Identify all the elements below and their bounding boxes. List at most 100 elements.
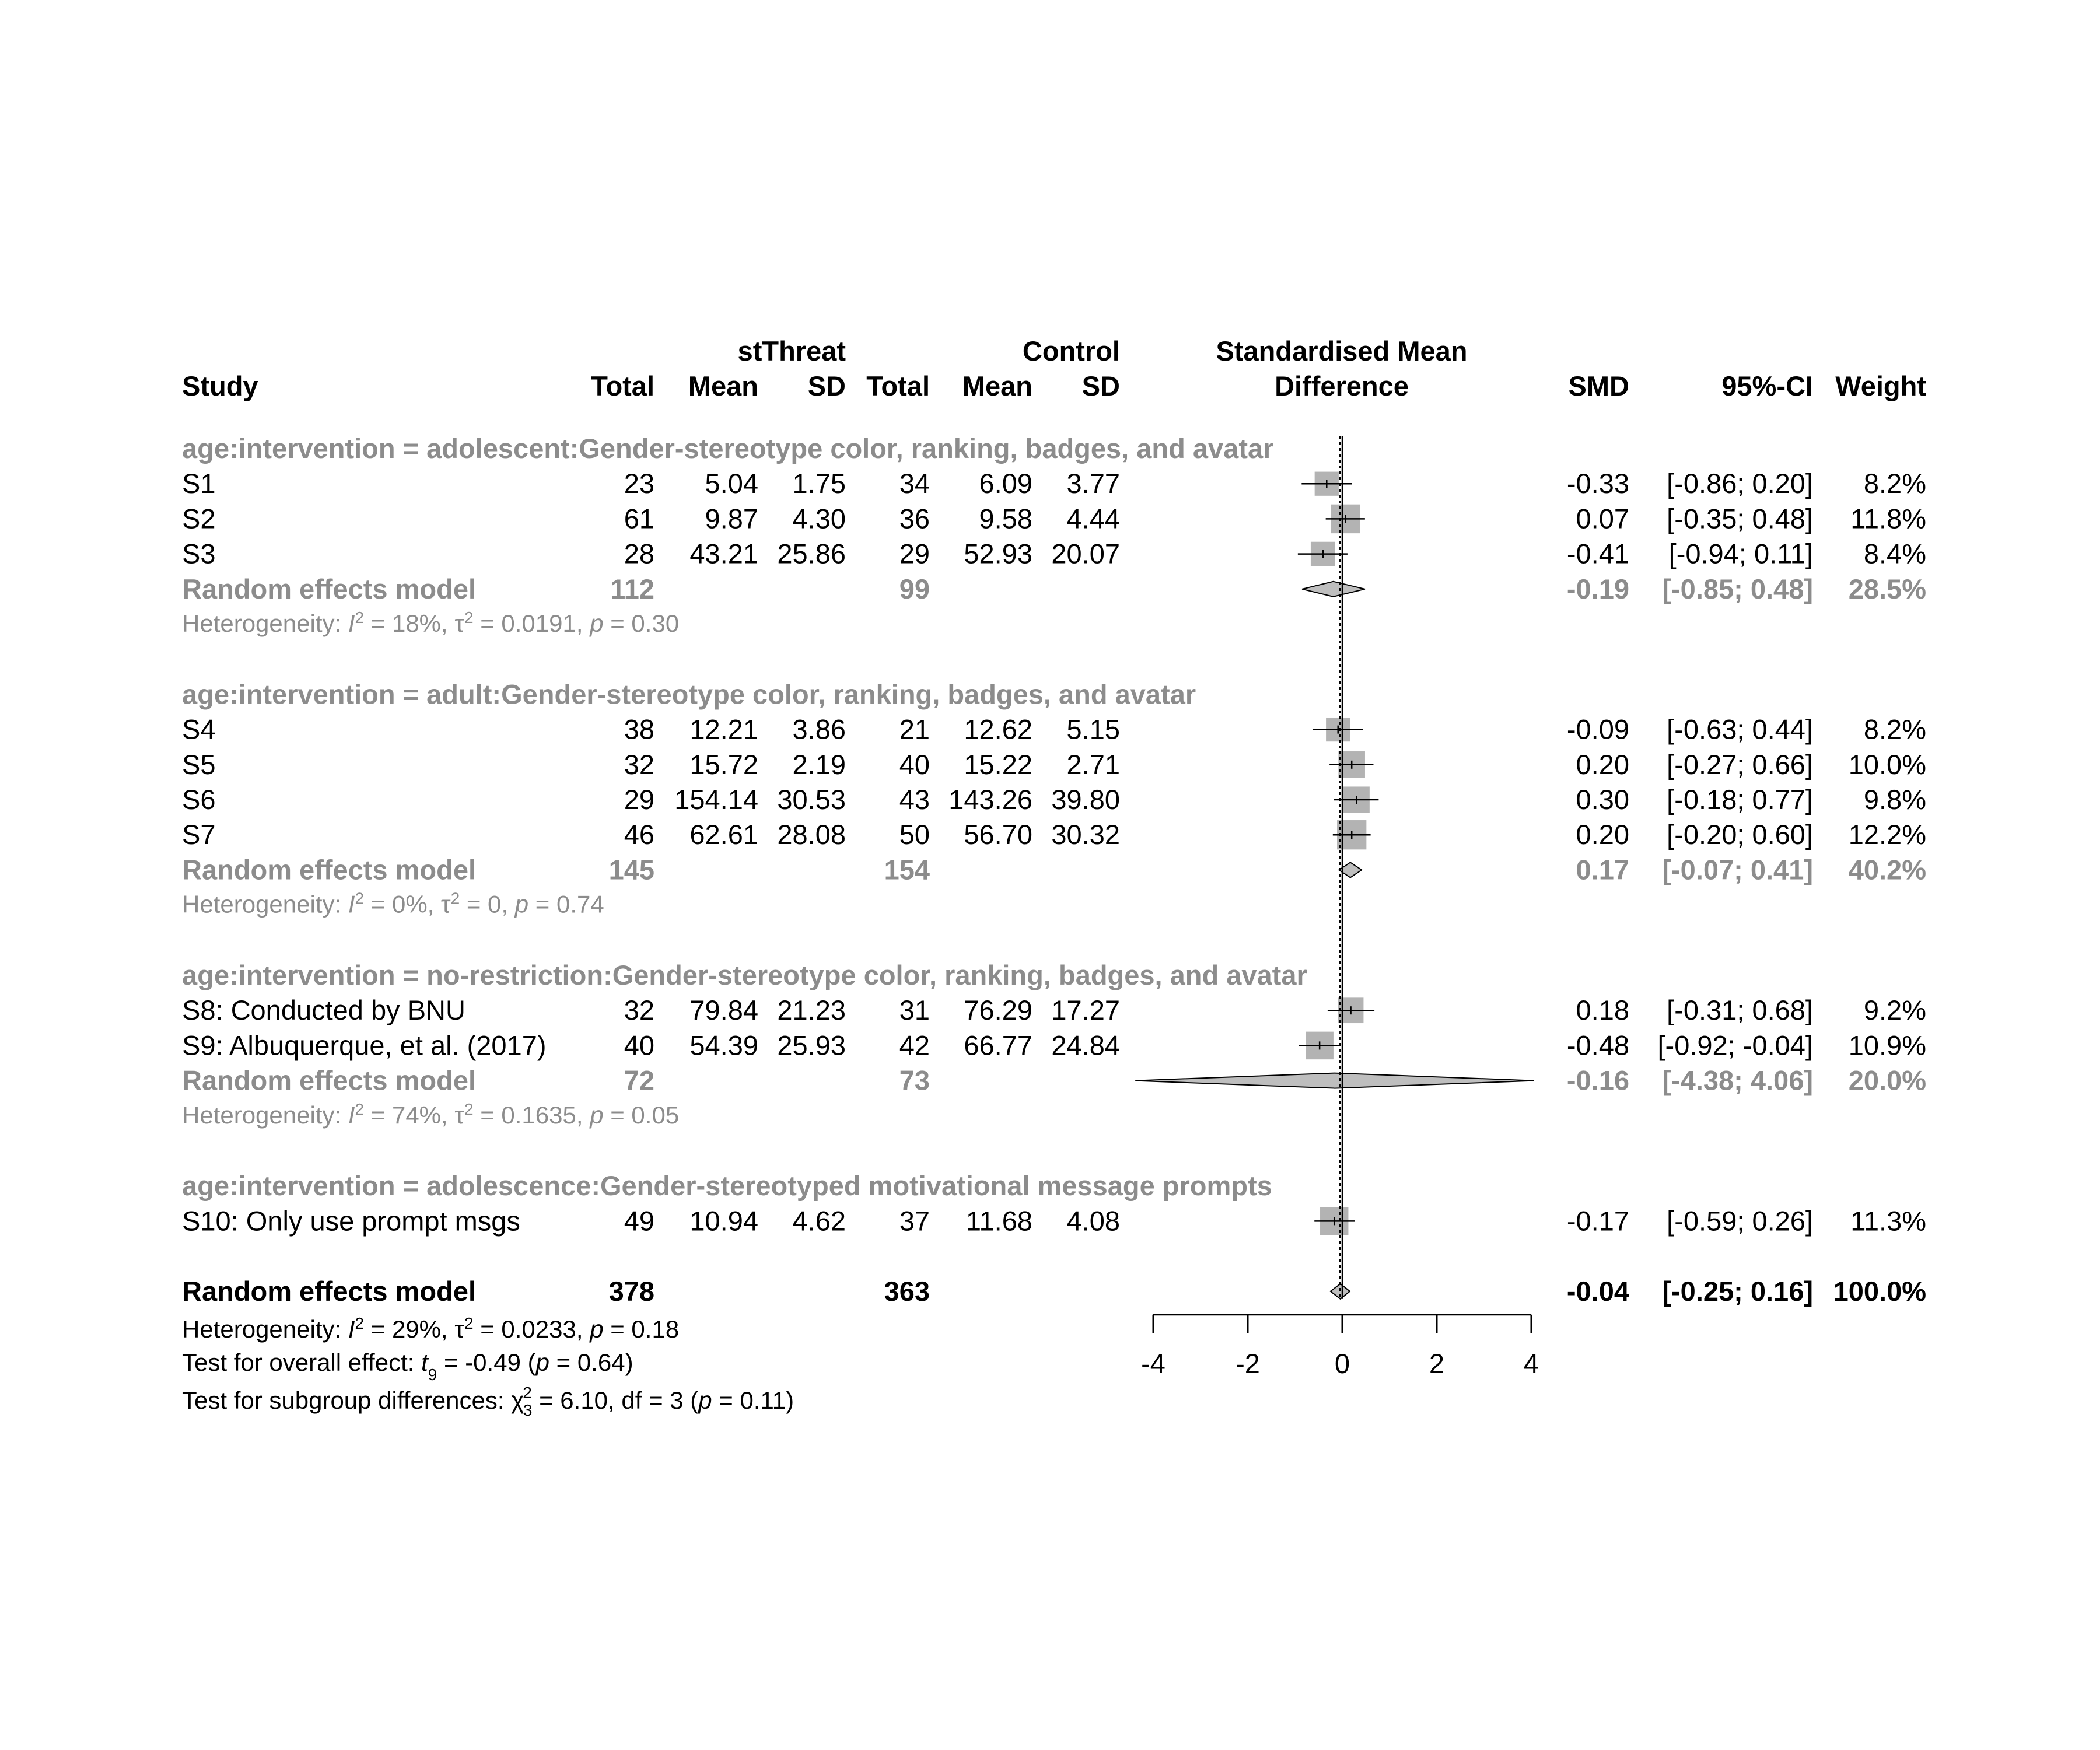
pooled-smd: -0.19 [1567, 573, 1629, 604]
subgroup: age:intervention = no-restriction:Gender… [182, 960, 1926, 1129]
ci-value: [-0.27; 0.66] [1667, 749, 1813, 780]
chi-value: = 6.10, df = 3 ( [532, 1387, 698, 1414]
mean-experimental: 43.21 [690, 538, 758, 569]
i2-value: = 0%, [364, 891, 441, 918]
pooled-ci: [-0.85; 0.48] [1662, 573, 1813, 604]
study-name: S7 [182, 819, 216, 850]
p-symbol: p [589, 1315, 603, 1343]
pooled-smd: 0.17 [1576, 854, 1629, 885]
header-sd-control: SD [1082, 370, 1120, 401]
sd-experimental: 2.19 [793, 749, 846, 780]
superscript: 2 [355, 1314, 365, 1332]
mean-control: 6.09 [979, 468, 1032, 499]
sd-experimental: 25.93 [777, 1030, 846, 1060]
i2-symbol: I [348, 610, 355, 637]
p-value: = 0.64) [550, 1349, 634, 1376]
p-value: = 0.18 [604, 1315, 680, 1343]
x-tick-label: 4 [1524, 1348, 1539, 1379]
sd-control: 4.44 [1067, 503, 1120, 534]
pooled-total-control: 73 [900, 1065, 930, 1096]
overall-total-control: 363 [884, 1276, 930, 1307]
ci-value: [-0.86; 0.20] [1667, 468, 1813, 499]
table-row: S8: Conducted by BNU 32 79.84 21.23 31 76.29 1… [182, 995, 1926, 1026]
smd-value: 0.20 [1576, 749, 1629, 780]
pooled-total-experimental: 112 [610, 573, 654, 604]
subgroup-label: age:intervention = no-restriction:Gender… [182, 960, 1307, 991]
sd-control: 39.80 [1051, 784, 1120, 815]
total-experimental: 23 [624, 468, 654, 499]
subgroup-label: age:intervention = adolescent:Gender-ste… [182, 433, 1273, 464]
sd-experimental: 1.75 [793, 468, 846, 499]
tau2-value: = 0.0233, [474, 1315, 590, 1343]
overall-row: Random effects model 378 363 -0.04 [-0.25; 0… [182, 1276, 1926, 1419]
pooled-total-control: 154 [884, 854, 930, 885]
table-row: S4 38 12.21 3.86 21 12.62 5.15 -0.09 [-0.63; 0.4… [182, 714, 1926, 745]
sd-control: 24.84 [1051, 1030, 1120, 1060]
smd-value: 0.07 [1576, 503, 1629, 534]
plot-marks: -4 -2 0 2 4 [1135, 436, 1539, 1379]
smd-value: -0.48 [1567, 1030, 1629, 1060]
total-control: 37 [900, 1205, 930, 1236]
heterogeneity-prefix: Heterogeneity: [182, 1101, 348, 1129]
table-row: S5 32 15.72 2.19 40 15.22 2.71 0.20 [-0.27; 0.66… [182, 749, 1926, 780]
p-value: = 0.05 [604, 1101, 680, 1129]
overall-label: Random effects model [182, 1276, 476, 1307]
study-name: S9: Albuquerque, et al. (2017) [182, 1030, 547, 1060]
total-experimental: 29 [624, 784, 654, 815]
table-row: S9: Albuquerque, et al. (2017) 40 54.39 25.… [182, 1030, 1926, 1060]
mean-control: 66.77 [964, 1030, 1032, 1060]
i2-value: = 29%, [364, 1315, 454, 1343]
pooled-diamond [1301, 580, 1366, 597]
total-control: 21 [900, 714, 930, 745]
test-prefix: Test for subgroup differences: [182, 1387, 511, 1414]
subgroup-heterogeneity: Heterogeneity: I2 = 18%, τ2 = 0.0191, p … [182, 608, 679, 638]
pooled-diamond [1135, 1072, 1534, 1089]
pooled-total-control: 99 [900, 573, 930, 604]
pooled-diamond [1338, 862, 1363, 878]
x-tick-label: -2 [1236, 1348, 1260, 1379]
chi-symbol: χ [511, 1387, 524, 1414]
heterogeneity-prefix: Heterogeneity: [182, 610, 348, 637]
weight-value: 12.2% [1849, 819, 1926, 850]
sd-control: 20.07 [1051, 538, 1120, 569]
sd-experimental: 25.86 [777, 538, 846, 569]
header-ci: 95%-CI [1721, 370, 1813, 401]
p-value: = 0.74 [528, 891, 604, 918]
total-experimental: 38 [624, 714, 654, 745]
mean-control: 76.29 [964, 995, 1032, 1026]
sd-experimental: 4.62 [793, 1205, 846, 1236]
overall-ci: [-0.25; 0.16] [1662, 1276, 1813, 1307]
subgroup: age:intervention = adolescent:Gender-ste… [182, 433, 1926, 637]
table-row: S7 46 62.61 28.08 50 56.70 30.32 0.20 [-0.20; 0.… [182, 819, 1926, 850]
header-study: Study [182, 370, 258, 401]
p-symbol: p [589, 1101, 603, 1129]
superscript: 2 [523, 1384, 532, 1402]
ci-value: [-0.31; 0.68] [1667, 995, 1813, 1026]
pooled-ci: [-0.07; 0.41] [1662, 854, 1813, 885]
i2-symbol: I [348, 1315, 355, 1343]
p-symbol: p [697, 1387, 712, 1414]
pooled-label: Random effects model [182, 573, 476, 604]
subgroup-heterogeneity: Heterogeneity: I2 = 74%, τ2 = 0.1635, p … [182, 1100, 679, 1129]
weight-value: 11.8% [1850, 503, 1926, 534]
p-symbol: p [514, 891, 528, 918]
smd-value: -0.17 [1567, 1205, 1629, 1236]
i2-value: = 18%, [364, 610, 454, 637]
tau-symbol: τ [454, 610, 464, 637]
subgroup-heterogeneity: Heterogeneity: I2 = 0%, τ2 = 0, p = 0.74 [182, 889, 604, 918]
mean-control: 143.26 [949, 784, 1032, 815]
total-experimental: 46 [624, 819, 654, 850]
t-value: = -0.49 ( [437, 1349, 536, 1376]
pooled-label: Random effects model [182, 1065, 476, 1096]
total-experimental: 28 [624, 538, 654, 569]
pooled-smd: -0.16 [1567, 1065, 1629, 1096]
study-name: S10: Only use prompt msgs [182, 1205, 520, 1236]
overall-diamond [1329, 1283, 1351, 1300]
tau-symbol: τ [441, 891, 451, 918]
study-name: S3 [182, 538, 216, 569]
subscript: 9 [428, 1365, 438, 1383]
smd-value: -0.09 [1567, 714, 1629, 745]
superscript: 2 [355, 608, 365, 626]
total-experimental: 32 [624, 995, 654, 1026]
table-row: S3 28 43.21 25.86 29 52.93 20.07 -0.41 [-0.94; 0… [182, 538, 1926, 569]
